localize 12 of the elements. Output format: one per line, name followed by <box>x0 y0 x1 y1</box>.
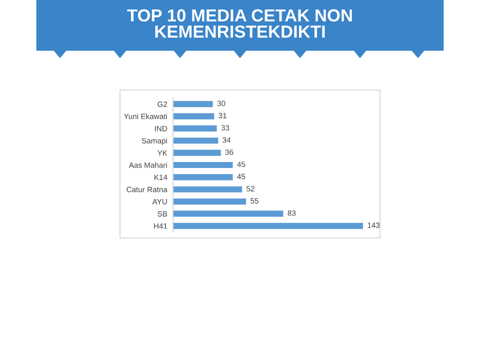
bar <box>173 198 246 205</box>
bar <box>173 222 363 229</box>
bar <box>173 162 233 168</box>
bar <box>173 174 233 180</box>
bar <box>173 125 217 132</box>
chart-title: TOP 10 MEDIA CETAK NON KEMENRISTEKDIKTI <box>127 9 352 38</box>
bar <box>173 138 218 144</box>
bar <box>173 101 213 108</box>
bar <box>173 210 284 217</box>
bar <box>173 150 221 156</box>
bar <box>173 186 242 192</box>
bar <box>173 113 214 120</box>
